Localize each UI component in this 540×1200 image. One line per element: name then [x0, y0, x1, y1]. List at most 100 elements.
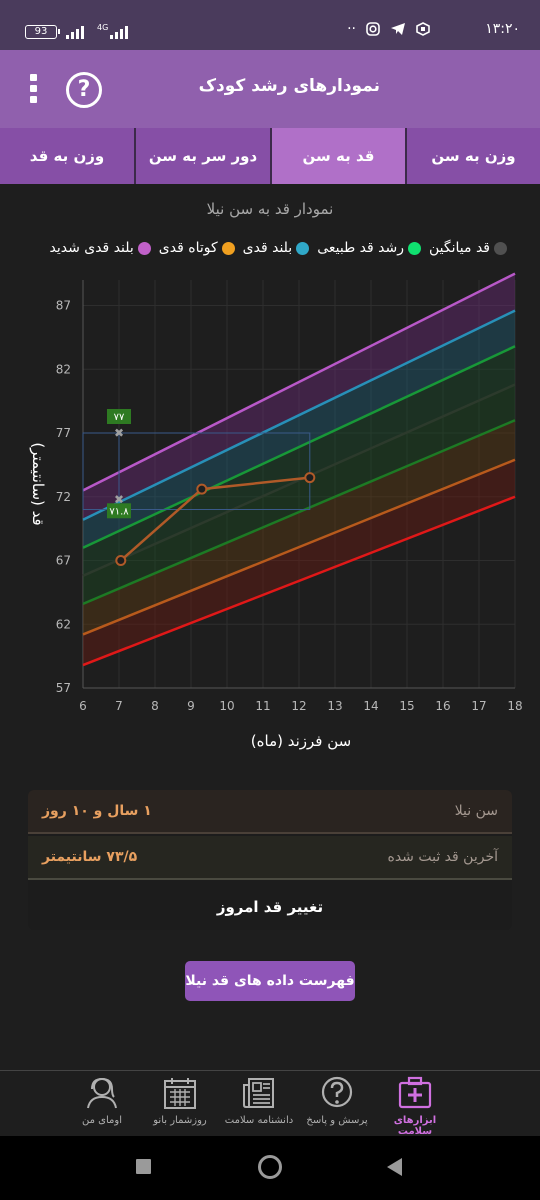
- child-height-point: [304, 472, 316, 484]
- crosshair-box: [82, 432, 311, 510]
- legend-item[interactable]: بلند قدی شدید: [49, 240, 151, 256]
- x-tick-label: 7: [115, 699, 123, 713]
- nav-calendar[interactable]: روزشمار بانو: [140, 1075, 220, 1126]
- x-tick-label: 16: [435, 699, 450, 713]
- child-age-label: سن نیلا: [454, 803, 498, 819]
- x-tick-label: 9: [187, 699, 195, 713]
- percentile-band: [83, 384, 515, 604]
- legend-dot-icon: [137, 241, 151, 255]
- percentile-line: [82, 495, 516, 667]
- home-icon[interactable]: [258, 1155, 282, 1179]
- chart-title: نمودار قد به سن نیلا: [206, 200, 334, 218]
- legend-item[interactable]: قد میانگین: [429, 240, 507, 256]
- page-title: نمودارهای رشد کودک: [198, 76, 380, 96]
- nav-label: پرسش و پاسخ: [306, 1115, 368, 1126]
- x-tick-label: 8: [151, 699, 159, 713]
- instagram-icon: [366, 22, 380, 36]
- tab-height-for-age[interactable]: قد به سن: [270, 128, 405, 184]
- more-dots-icon: ··: [347, 21, 356, 37]
- x-tick-label: 11: [255, 699, 270, 713]
- nav-questions[interactable]: پرسش و پاسخ: [297, 1075, 377, 1126]
- legend-item[interactable]: رشد قد طبیعی: [317, 240, 421, 256]
- more-vert-icon[interactable]: [20, 72, 48, 106]
- child-height-point: [196, 483, 208, 495]
- legend-dot-icon: [494, 241, 507, 255]
- signal-icon: [66, 23, 84, 39]
- chart-tabs: وزن به قد دور سر به سن قد به سن وزن به س…: [0, 128, 540, 184]
- percentile-line: [82, 419, 516, 606]
- nav-label: دانشنامه سلامت: [224, 1115, 294, 1126]
- x-tick-label: 12: [291, 699, 306, 713]
- newspaper-icon: [243, 1078, 274, 1108]
- status-time: ۱۳:۲۰: [485, 21, 520, 37]
- y-tick-label: 67: [56, 554, 71, 568]
- percentile-band: [83, 310, 515, 548]
- crosshair-marker-icon: ✖: [114, 492, 124, 506]
- x-tick-label: 15: [399, 699, 414, 713]
- percentile-band: [83, 273, 515, 520]
- y-tick-label: 72: [56, 490, 71, 504]
- battery-icon: 93: [25, 25, 60, 39]
- info-card: سن نیلا ۱ سال و ۱۰ روز آخرین قد ثبت شده …: [28, 790, 512, 930]
- last-height-label: آخرین قد ثبت شده: [387, 849, 499, 865]
- x-tick-label: 17: [471, 699, 486, 713]
- crosshair-label-bg: [107, 409, 131, 424]
- chart-legend: بلند قدی شدید کوتاه قدی بلند قدی رشد قد …: [49, 240, 507, 256]
- percentile-band: [83, 459, 515, 666]
- x-tick-label: 14: [363, 699, 378, 713]
- legend-label: قد میانگین: [429, 240, 490, 256]
- nav-label: اومای من: [82, 1115, 122, 1126]
- y-tick-label: 62: [56, 617, 71, 631]
- user-avatar-icon: [87, 1077, 117, 1109]
- height-data-list-button[interactable]: فهرست داده های قد نیلا: [185, 961, 355, 1001]
- nav-label: روزشمار بانو: [153, 1115, 207, 1126]
- legend-item[interactable]: کوتاه قدی: [159, 240, 235, 256]
- crosshair-label: ۷۷: [114, 412, 125, 423]
- child-age-row: سن نیلا ۱ سال و ۱۰ روز: [28, 790, 512, 834]
- legend-item[interactable]: بلند قدی: [243, 240, 310, 256]
- legend-dot-icon: [408, 241, 421, 255]
- tab-head-circumference[interactable]: دور سر به سن: [134, 128, 270, 184]
- height-for-age-chart[interactable]: ✖۷۷✖۷۱.۸6 7 8 9 10 11 12 13 14 15 16 17 185762677277…: [0, 270, 540, 770]
- recent-apps-icon[interactable]: [136, 1159, 151, 1174]
- app-icon: [416, 22, 430, 36]
- legend-dot-icon: [221, 241, 235, 255]
- last-height-row: آخرین قد ثبت شده ۷۳/۵ سانتیمتر: [28, 836, 512, 880]
- percentile-band: [83, 346, 515, 576]
- calendar-icon: [164, 1078, 196, 1109]
- tab-weight-for-age[interactable]: وزن به سن: [405, 128, 540, 184]
- system-navigation-bar: [0, 1136, 540, 1200]
- network-type: 4G: [97, 23, 109, 32]
- nav-label: ابزارهای سلامت: [393, 1115, 437, 1137]
- back-icon[interactable]: [387, 1158, 402, 1176]
- first-aid-kit-icon: [398, 1076, 432, 1109]
- last-height-value: ۷۳/۵ سانتیمتر: [42, 849, 138, 865]
- nav-health-tools[interactable]: ابزارهای سلامت: [375, 1075, 455, 1137]
- percentile-line: [82, 272, 516, 492]
- x-tick-label: 18: [507, 699, 522, 713]
- y-tick-label: 57: [56, 681, 71, 695]
- telegram-icon: [391, 23, 405, 35]
- help-circle-icon[interactable]: ?: [66, 72, 102, 108]
- legend-label: رشد قد طبیعی: [317, 240, 404, 256]
- nav-encyclopedia[interactable]: دانشنامه سلامت: [219, 1075, 299, 1126]
- x-tick-label: 6: [79, 699, 87, 713]
- crosshair-label: ۷۱.۸: [109, 506, 129, 517]
- change-height-button[interactable]: تغییر قد امروز: [216, 898, 324, 916]
- crosshair-marker-icon: ✖: [114, 426, 124, 440]
- signal-icon-2: [110, 23, 128, 39]
- legend-dot-icon: [296, 241, 310, 255]
- percentile-line: [82, 345, 516, 549]
- legend-label: بلند قدی: [242, 240, 293, 256]
- child-age-value: ۱ سال و ۱۰ روز: [42, 803, 152, 819]
- question-bubble-icon: [321, 1076, 353, 1108]
- app-bar: ? نمودارهای رشد کودک: [0, 50, 540, 128]
- child-height-point: [115, 555, 127, 566]
- legend-label: بلند قدی شدید: [49, 240, 134, 256]
- tab-weight-for-height[interactable]: وزن به قد: [29, 147, 105, 165]
- y-tick-label: 82: [56, 362, 71, 376]
- percentile-band: [83, 420, 515, 635]
- y-tick-label: 87: [56, 299, 71, 313]
- nav-my-profile[interactable]: اومای من: [62, 1075, 142, 1126]
